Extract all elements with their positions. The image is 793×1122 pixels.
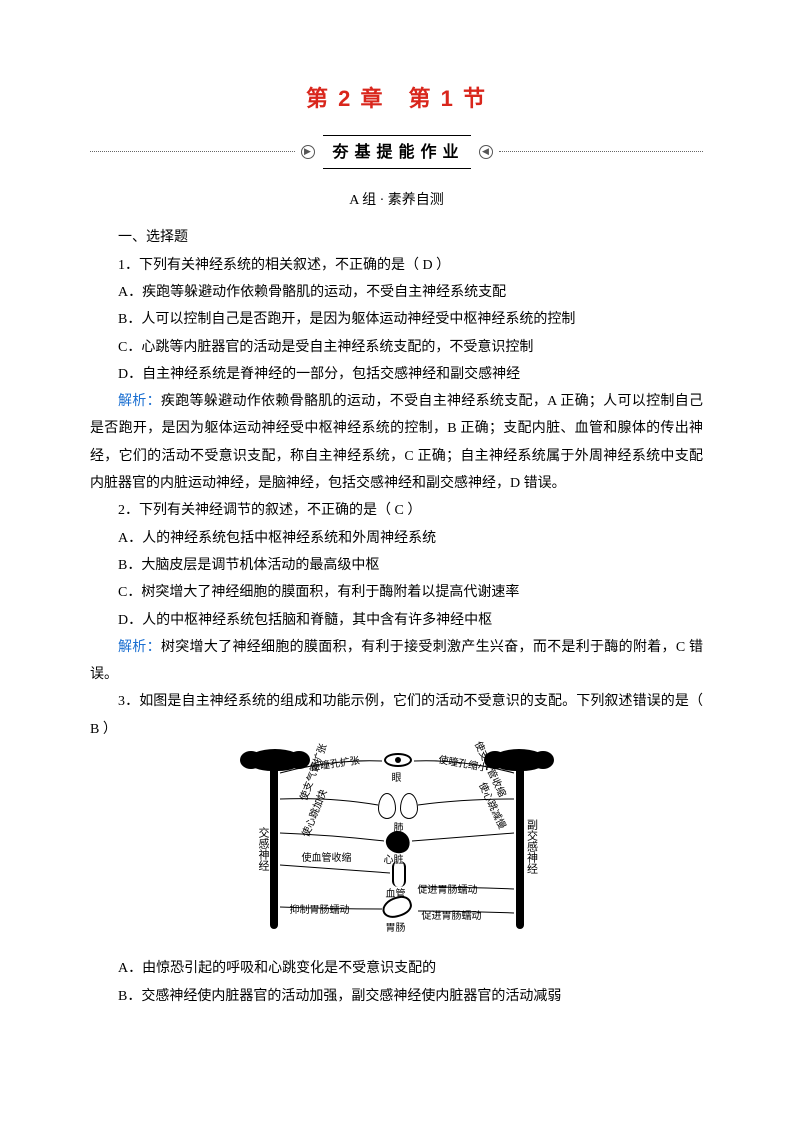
banner-center: ▶ 夯基提能作业 ◀ (301, 135, 493, 169)
group-label: A 组 · 素养自测 (90, 187, 703, 214)
q2-analysis: 解析：树突增大了神经细胞的膜面积，有利于接受刺激产生兴奋，而不是利于酶的附着，C… (90, 634, 703, 689)
q1-analysis-body: 疾跑等躲避动作依赖骨骼肌的运动，不受自主神经系统支配，A 正确；人可以控制自己是… (90, 394, 703, 491)
q1-option-d: D．自主神经系统是脊神经的一部分，包括交感神经和副交感神经 (90, 361, 703, 388)
q2-analysis-label: 解析： (118, 640, 161, 655)
q3-diagram: 交感神经 副交感神经 眼 肺 心脏 血管 胃肠 使瞳孔扩张 使支气管扩张 使心跳… (252, 749, 542, 941)
diagram-lines (252, 749, 542, 941)
banner-dotline-right (499, 151, 704, 152)
q1-option-b: B．人可以控制自己是否跑开，是因为躯体运动神经受中枢神经系统的控制 (90, 306, 703, 333)
q1-analysis: 解析：疾跑等躲避动作依赖骨骼肌的运动，不受自主神经系统支配，A 正确；人可以控制… (90, 388, 703, 497)
q2-option-c: C．树突增大了神经细胞的膜面积，有利于酶附着以提高代谢速率 (90, 579, 703, 606)
q2-option-d: D．人的中枢神经系统包括脑和脊髓，其中含有许多神经中枢 (90, 607, 703, 634)
q3-option-b: B．交感神经使内脏器官的活动加强，副交感神经使内脏器官的活动减弱 (90, 983, 703, 1010)
banner-dotline-left (90, 151, 295, 152)
page-title: 第 2 章 第 1 节 (90, 78, 703, 121)
q1-option-a: A．疾跑等躲避动作依赖骨骼肌的运动，不受自主神经系统支配 (90, 279, 703, 306)
q2-option-a: A．人的神经系统包括中枢神经系统和外周神经系统 (90, 525, 703, 552)
q2-stem: 2．下列有关神经调节的叙述，不正确的是（ C ） (90, 497, 703, 524)
q3-stem: 3．如图是自主神经系统的组成和功能示例，它们的活动不受意识的支配。下列叙述错误的… (90, 688, 703, 743)
q3-figure-wrap: 交感神经 副交感神经 眼 肺 心脏 血管 胃肠 使瞳孔扩张 使支气管扩张 使心跳… (90, 749, 703, 951)
section-1-heading: 一、选择题 (90, 224, 703, 251)
banner: ▶ 夯基提能作业 ◀ (90, 135, 703, 169)
q1-stem: 1．下列有关神经系统的相关叙述，不正确的是（ D ） (90, 252, 703, 279)
banner-arrow-right-icon: ▶ (301, 145, 315, 159)
banner-label: 夯基提能作业 (323, 135, 471, 169)
q1-option-c: C．心跳等内脏器官的活动是受自主神经系统支配的，不受意识控制 (90, 334, 703, 361)
q3-option-a: A．由惊恐引起的呼吸和心跳变化是不受意识支配的 (90, 955, 703, 982)
q2-option-b: B．大脑皮层是调节机体活动的最高级中枢 (90, 552, 703, 579)
q2-analysis-body: 树突增大了神经细胞的膜面积，有利于接受刺激产生兴奋，而不是利于酶的附着，C 错误… (90, 640, 703, 682)
banner-arrow-left-icon: ◀ (479, 145, 493, 159)
q1-analysis-label: 解析： (118, 394, 161, 409)
